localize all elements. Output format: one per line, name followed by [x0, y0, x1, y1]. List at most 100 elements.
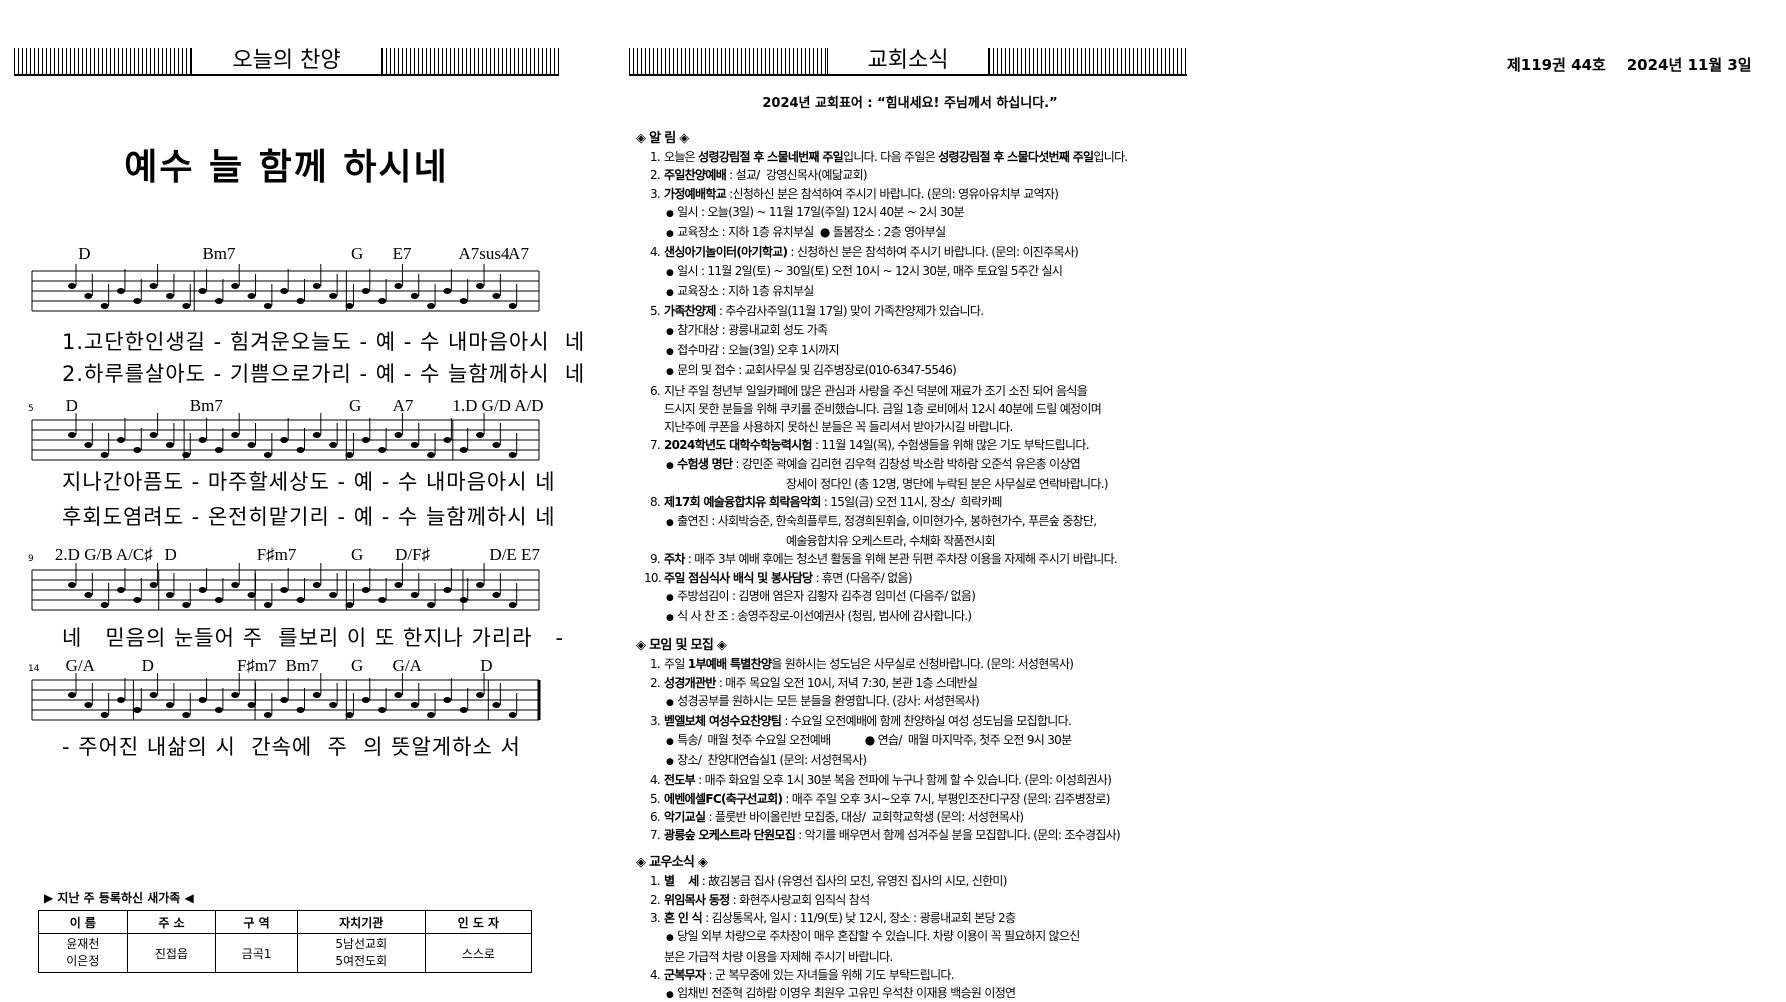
section-title: ◈ 교우소식 ◈: [636, 855, 708, 871]
item-number: 7.: [649, 438, 661, 453]
note-head: [116, 288, 125, 294]
chord: D: [65, 396, 78, 415]
note-head: [116, 437, 125, 443]
news-line: 특송/ 매월 첫주 수요일 오전예배 ● 연습/ 매월 마지막주, 첫주 오전 …: [636, 731, 1196, 751]
text: 입니다.: [1093, 150, 1128, 164]
note-head: [492, 293, 501, 299]
bold-text: 전도부: [664, 773, 696, 788]
item-number: 3.: [649, 714, 661, 729]
note-head: [100, 303, 109, 309]
bold-text: 1부예배 특별찬양: [687, 657, 772, 672]
text: 지난 주일 청년부 일일카페에 많은 관심과 사랑을 주신 덕분에 재료가 조기…: [664, 383, 1088, 398]
news-line: 주방섬김이 : 김명애 염은자 김황자 김추경 임미선 (다음주/ 없음): [636, 587, 1196, 607]
note-head: [116, 587, 125, 593]
note-head: [312, 432, 321, 438]
news-line: 장세이 정다인 (총 12명, 명단에 누락된 분은 사무실로 연락바랍니다.): [636, 475, 1196, 493]
note-head: [263, 452, 272, 458]
news-line: 분은 가급적 차량 이용을 자제해 주시기 바랍니다.: [636, 948, 1196, 966]
news-line: 성경공부를 원하시는 모든 분들을 환영합니다. (강사: 서성현목사): [636, 692, 1196, 712]
chord: 1.D G/D A/D: [452, 396, 544, 415]
news-line: 지난주에 쿠폰을 사용하지 못하신 분들은 꼭 들리셔서 받아가시길 바랍니다.: [636, 418, 1196, 436]
note-head: [133, 298, 142, 304]
chord: F♯m7: [236, 656, 277, 675]
bold-text: 위임목사 동정: [664, 892, 730, 907]
note-head: [296, 298, 305, 304]
note-head: [280, 288, 289, 294]
text: : 강민준 곽예슬 김리현 김우혁 김창성 박소람 박하람 오준석 유은총 이상…: [732, 456, 1081, 471]
note-head: [263, 602, 272, 608]
note-head: [361, 288, 370, 294]
bold-text: 가족찬양제: [664, 304, 716, 319]
bold-text: 혼 인 식: [664, 910, 703, 925]
note-head: [443, 288, 452, 294]
song-title: 예수 늘 함께 하시네: [124, 147, 449, 188]
header-text: 교회소식: [826, 48, 990, 74]
text: : 화현주사랑교회 임직식 참석: [729, 892, 870, 907]
chord: 2.D G/B A/C♯: [54, 545, 153, 564]
news-body: ◈ 알 림 ◈ 1. 오늘은 성령강림절 후 스물네번째 주일입니다. 다음 주일은…: [636, 120, 1196, 1002]
note-head: [508, 602, 517, 608]
text: 장소/ 찬양대연습실1 (문의: 서성현목사): [677, 752, 867, 767]
news-line: 3. 가정예배학교 :신청하신 분은 참석하여 주시기 바랍니다. (문의: 영유…: [636, 185, 1196, 203]
news-line: 2. 성경개관반 : 매주 목요일 오전 10시, 저녁 7:30, 본관 1층 …: [636, 674, 1196, 692]
bold-text: 주일찬양예배: [664, 168, 727, 183]
note-head: [68, 692, 76, 698]
text: : 매주 3부 예배 후에는 청소년 활동을 위해 본관 뒤편 주차장 이용을 …: [684, 552, 1118, 567]
text: : 매주 화요일 오후 1시 30분 복음 전파에 누구나 함께 할 수 있습니…: [695, 773, 1112, 788]
text: 분은 가급적 차량 이용을 자제해 주시기 바랍니다.: [664, 949, 893, 964]
note-head: [443, 697, 452, 703]
text: : 추수감사주일(11월 17일) 맞이 가족찬양제가 있습니다.: [715, 304, 984, 319]
item-number: 2.: [649, 675, 661, 690]
text: : 故김봉금 집사 (유영선 집사의 모친, 유영진 집사의 시모, 신한미): [698, 874, 1008, 889]
note-head: [280, 437, 289, 443]
note-head: [459, 707, 468, 713]
text: 임채빈 전준혁 김하람 이영우 최원우 고유민 우석찬 이재용 백승원 이정연: [677, 986, 1016, 1001]
news-line: 3. 벧엘보체 여성수요찬양팀 : 수요일 오전예배에 함께 찬양하실 여성 성도…: [636, 712, 1196, 730]
text: 지난주에 쿠폰을 사용하지 못하신 분들은 꼭 들리셔서 받아가시길 바랍니다.: [664, 420, 1013, 435]
text: 참가대상 : 광릉내교회 성도 가족: [677, 322, 828, 337]
note-head: [231, 582, 240, 588]
item-number: 4.: [649, 773, 661, 788]
item-number: 9.: [649, 552, 661, 567]
news-line: 6. 지난 주일 청년부 일일카페에 많은 관심과 사랑을 주신 덕분에 재료가 …: [636, 382, 1196, 400]
note-head: [247, 592, 256, 598]
note-head: [410, 442, 419, 448]
lyric: 1.고단한인생길 - 힘겨운오늘도 - 예 - 수 내마음아시 네: [62, 330, 586, 354]
item-number: 3.: [649, 186, 661, 201]
note-head: [394, 283, 403, 289]
text: : 악기를 배우면서 함께 섬겨주실 분을 모집합니다. (문의: 조수경집사): [795, 828, 1121, 843]
note-head: [312, 582, 321, 588]
note-head: [345, 452, 354, 458]
text: : 매주 목요일 오전 10시, 저녁 7:30, 본관 1층 스데반실: [715, 675, 978, 690]
bold-text: 수험생 명단: [677, 456, 733, 471]
bold-text: 별 세: [664, 874, 699, 889]
note-head: [68, 283, 76, 289]
text: 출연진 : 사회박승준, 한숙희플루트, 정경희된휘슬, 이미현가수, 봉하현가…: [677, 513, 1097, 528]
note-head: [84, 442, 93, 448]
note-head: [427, 303, 436, 309]
note-head: [263, 712, 272, 718]
cell-line: 윤재천: [66, 937, 100, 951]
note-head: [100, 602, 109, 608]
news-line: 참가대상 : 광릉내교회 성도 가족: [636, 321, 1196, 341]
date: 2024년 11월 3일: [1626, 56, 1752, 74]
note-head: [231, 283, 240, 289]
news-line: 4. 전도부 : 매주 화요일 오후 1시 30분 복음 전파에 누구나 함께 할…: [636, 771, 1196, 789]
note-head: [182, 602, 191, 608]
note-head: [296, 447, 305, 453]
bold-text: 성령강림절 후 스물다섯번째 주일: [938, 150, 1094, 164]
note-head: [149, 283, 158, 289]
note-head: [410, 702, 419, 708]
issue-info: 제119권 44호 2024년 11월 3일: [1507, 54, 1752, 75]
news-line: 수험생 명단 : 강민준 곽예슬 김리현 김우혁 김창성 박소람 박하람 오준석…: [636, 455, 1196, 475]
bold-text: 광릉숲 오케스트라 단원모집: [664, 828, 796, 843]
note-head: [247, 702, 256, 708]
note-head: [165, 293, 174, 299]
note-head: [361, 587, 370, 593]
note-head: [427, 452, 436, 458]
note-head: [459, 597, 468, 603]
bold-text: 성경개관반: [664, 675, 716, 690]
note-head: [296, 597, 305, 603]
note-head: [329, 702, 338, 708]
header-text: 오늘의 찬양: [191, 48, 382, 74]
